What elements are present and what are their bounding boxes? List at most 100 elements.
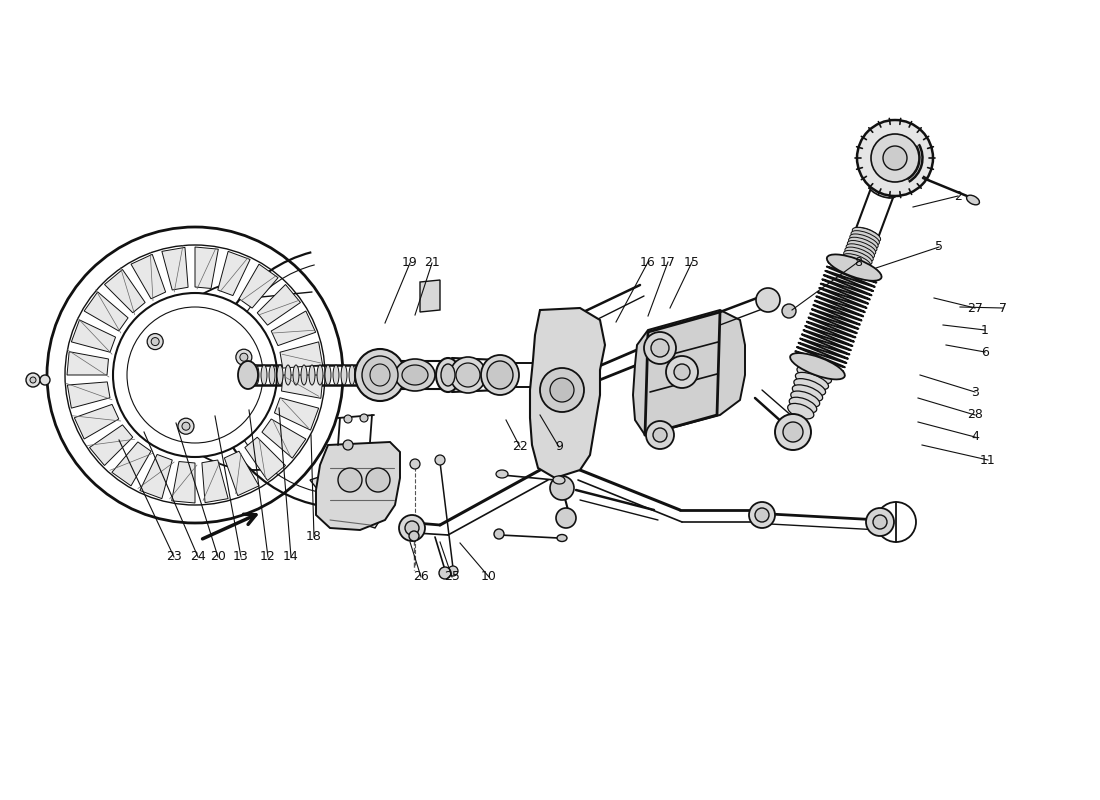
Text: 3: 3 xyxy=(971,386,979,398)
Circle shape xyxy=(338,468,362,492)
Polygon shape xyxy=(75,404,119,439)
Circle shape xyxy=(755,508,769,522)
Ellipse shape xyxy=(967,195,979,205)
Ellipse shape xyxy=(450,357,486,393)
Ellipse shape xyxy=(365,365,371,385)
Ellipse shape xyxy=(349,365,355,385)
Polygon shape xyxy=(274,398,319,430)
Ellipse shape xyxy=(799,360,835,378)
Ellipse shape xyxy=(854,228,880,242)
Circle shape xyxy=(178,418,194,434)
Polygon shape xyxy=(172,462,195,503)
Text: 19: 19 xyxy=(403,257,418,270)
Polygon shape xyxy=(131,254,166,298)
Ellipse shape xyxy=(850,234,878,249)
Circle shape xyxy=(409,531,419,541)
Ellipse shape xyxy=(846,244,874,258)
Text: 26: 26 xyxy=(414,570,429,583)
Ellipse shape xyxy=(848,238,877,252)
Ellipse shape xyxy=(245,365,251,385)
Text: 14: 14 xyxy=(283,550,299,563)
Polygon shape xyxy=(310,475,380,528)
Circle shape xyxy=(550,476,574,500)
Polygon shape xyxy=(67,382,110,408)
Circle shape xyxy=(550,378,574,402)
Ellipse shape xyxy=(844,250,872,265)
Polygon shape xyxy=(84,292,128,331)
Text: 2: 2 xyxy=(954,190,961,202)
Text: 13: 13 xyxy=(233,550,249,563)
Circle shape xyxy=(448,566,458,576)
Ellipse shape xyxy=(277,365,283,385)
Circle shape xyxy=(151,338,160,346)
Ellipse shape xyxy=(843,254,871,268)
Polygon shape xyxy=(89,425,133,466)
Circle shape xyxy=(30,377,36,383)
Circle shape xyxy=(653,428,667,442)
Circle shape xyxy=(646,421,674,449)
Text: 15: 15 xyxy=(684,255,700,269)
Circle shape xyxy=(126,307,263,443)
Polygon shape xyxy=(104,270,145,313)
Polygon shape xyxy=(224,451,258,496)
Polygon shape xyxy=(530,308,605,478)
Ellipse shape xyxy=(845,247,873,262)
Text: 21: 21 xyxy=(425,257,440,270)
Text: 27: 27 xyxy=(967,302,983,314)
Ellipse shape xyxy=(441,364,455,386)
Ellipse shape xyxy=(370,364,390,386)
Ellipse shape xyxy=(795,373,828,390)
Circle shape xyxy=(147,334,163,350)
Text: 23: 23 xyxy=(166,550,182,563)
Ellipse shape xyxy=(456,363,480,387)
Circle shape xyxy=(651,339,669,357)
Ellipse shape xyxy=(317,365,323,385)
Ellipse shape xyxy=(852,227,881,242)
Polygon shape xyxy=(202,460,228,502)
Circle shape xyxy=(644,332,676,364)
Text: 25: 25 xyxy=(444,570,460,583)
Polygon shape xyxy=(632,310,745,435)
Polygon shape xyxy=(218,251,250,295)
Ellipse shape xyxy=(253,365,258,385)
Polygon shape xyxy=(140,454,173,498)
Polygon shape xyxy=(257,285,300,325)
Ellipse shape xyxy=(840,260,868,275)
Ellipse shape xyxy=(309,365,315,385)
Circle shape xyxy=(871,134,918,182)
Polygon shape xyxy=(282,375,323,398)
Text: 1: 1 xyxy=(981,323,989,337)
Circle shape xyxy=(674,364,690,380)
Circle shape xyxy=(666,356,698,388)
Circle shape xyxy=(866,508,894,536)
Text: 8: 8 xyxy=(854,255,862,269)
Circle shape xyxy=(343,440,353,450)
Ellipse shape xyxy=(341,365,346,385)
Ellipse shape xyxy=(238,361,258,389)
Circle shape xyxy=(366,468,390,492)
Circle shape xyxy=(776,414,811,450)
Circle shape xyxy=(857,120,933,196)
Ellipse shape xyxy=(794,378,826,395)
Circle shape xyxy=(783,422,803,442)
Ellipse shape xyxy=(285,365,292,385)
Ellipse shape xyxy=(270,365,275,385)
Circle shape xyxy=(240,354,248,362)
Ellipse shape xyxy=(827,254,881,281)
Circle shape xyxy=(756,288,780,312)
Ellipse shape xyxy=(842,257,870,272)
Text: 18: 18 xyxy=(306,530,322,543)
Circle shape xyxy=(410,459,420,469)
Ellipse shape xyxy=(436,358,460,392)
Ellipse shape xyxy=(358,365,363,385)
Ellipse shape xyxy=(798,366,832,384)
Text: 28: 28 xyxy=(967,409,983,422)
Ellipse shape xyxy=(362,356,398,394)
Polygon shape xyxy=(72,320,116,352)
Circle shape xyxy=(494,529,504,539)
Ellipse shape xyxy=(839,263,867,278)
Text: 17: 17 xyxy=(660,255,675,269)
Circle shape xyxy=(405,521,419,535)
Ellipse shape xyxy=(792,385,823,402)
Text: 12: 12 xyxy=(260,550,276,563)
